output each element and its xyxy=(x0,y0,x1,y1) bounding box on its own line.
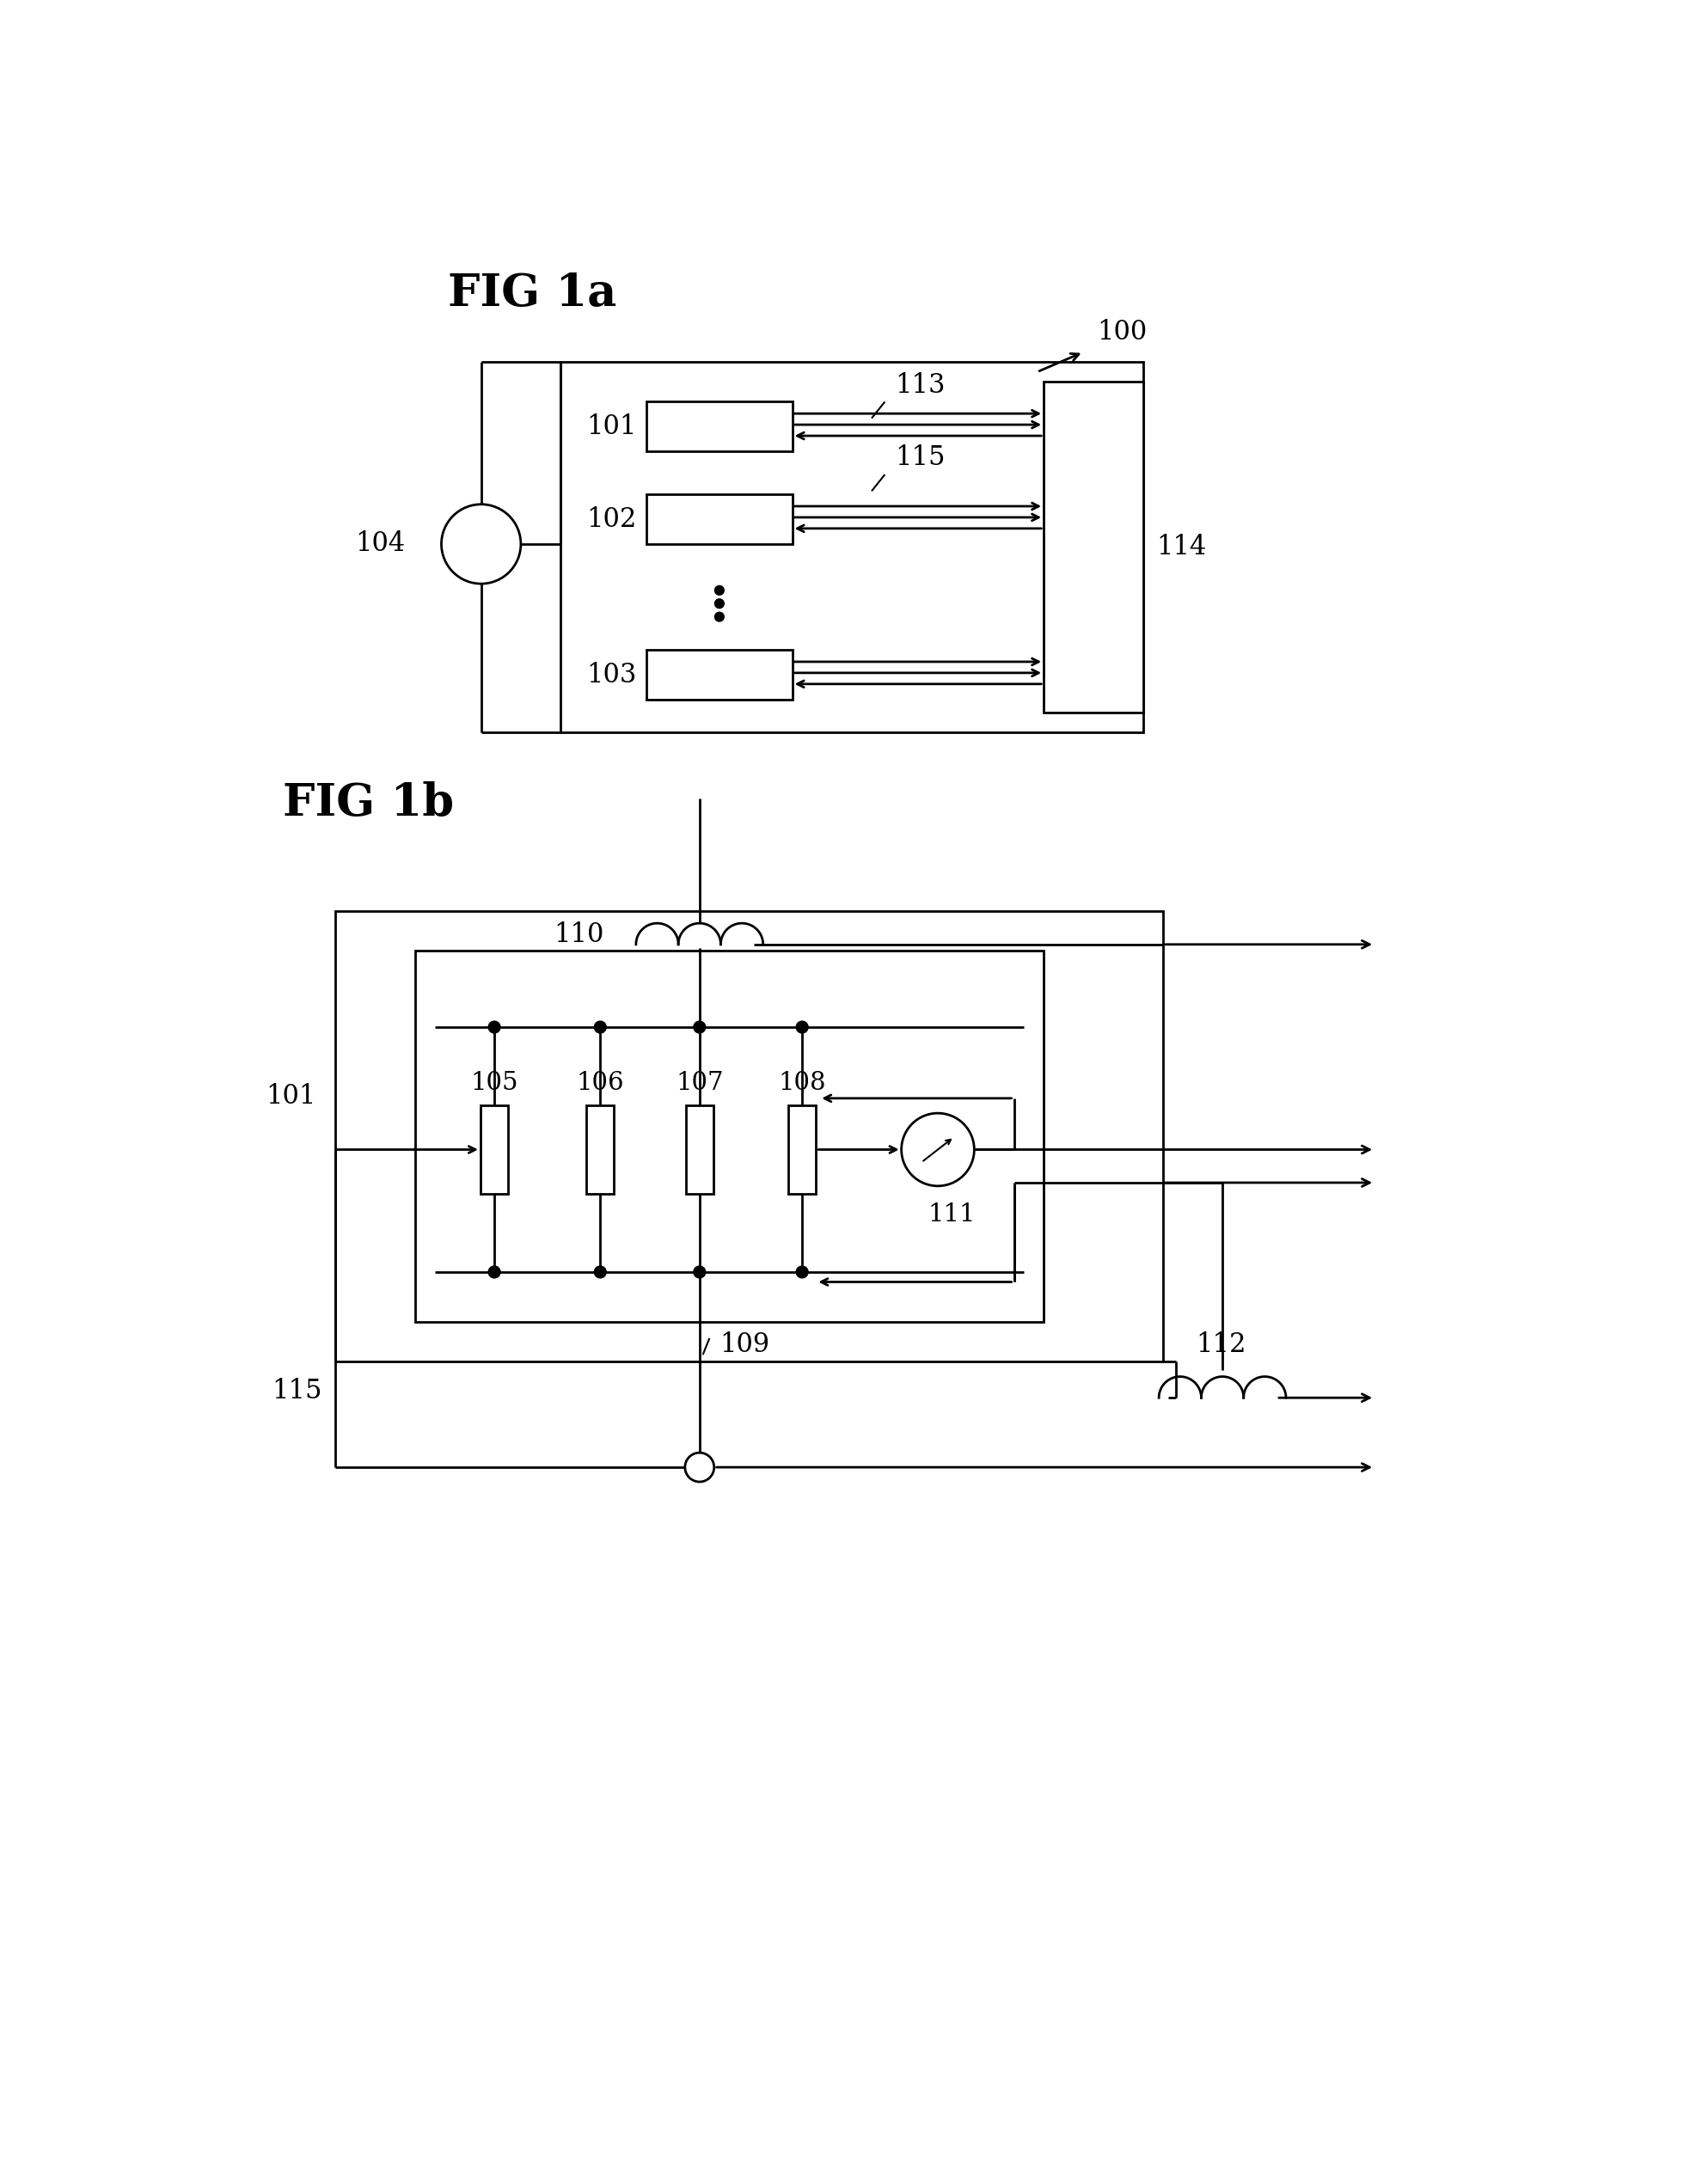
Text: 113: 113 xyxy=(894,371,945,397)
Circle shape xyxy=(594,1267,605,1278)
Text: 105: 105 xyxy=(470,1070,517,1094)
Bar xyxy=(646,402,792,452)
Circle shape xyxy=(594,1022,605,1033)
Text: 109: 109 xyxy=(719,1332,768,1358)
Circle shape xyxy=(901,1114,974,1186)
Circle shape xyxy=(488,1267,500,1278)
Text: 100: 100 xyxy=(1096,319,1146,345)
Bar xyxy=(416,950,1043,1321)
Text: 101: 101 xyxy=(265,1083,315,1109)
Text: 110: 110 xyxy=(553,922,604,948)
Text: 103: 103 xyxy=(587,662,636,688)
Circle shape xyxy=(441,505,521,583)
Circle shape xyxy=(488,1022,500,1033)
Text: 114: 114 xyxy=(1155,535,1206,561)
Circle shape xyxy=(694,1022,706,1033)
Bar xyxy=(646,494,792,544)
Text: 101: 101 xyxy=(587,413,636,441)
Text: FIG 1a: FIG 1a xyxy=(448,271,617,317)
Text: 115: 115 xyxy=(271,1378,322,1404)
Circle shape xyxy=(714,585,724,594)
Bar xyxy=(1043,382,1143,712)
Bar xyxy=(646,651,792,699)
Text: 111: 111 xyxy=(928,1203,975,1227)
Bar xyxy=(480,1105,509,1195)
Bar xyxy=(587,1105,614,1195)
Circle shape xyxy=(685,1452,714,1481)
Text: 102: 102 xyxy=(587,507,636,533)
Circle shape xyxy=(795,1022,807,1033)
Circle shape xyxy=(694,1267,706,1278)
Text: 106: 106 xyxy=(577,1070,624,1094)
Circle shape xyxy=(714,612,724,622)
Text: 107: 107 xyxy=(675,1070,722,1094)
Text: 104: 104 xyxy=(354,531,405,557)
Circle shape xyxy=(795,1267,807,1278)
Bar xyxy=(685,1105,712,1195)
Text: 112: 112 xyxy=(1196,1332,1245,1358)
Text: FIG 1b: FIG 1b xyxy=(283,782,453,826)
Bar xyxy=(336,911,1162,1361)
Text: 115: 115 xyxy=(894,446,945,472)
Text: 108: 108 xyxy=(778,1070,826,1094)
Bar xyxy=(560,363,1143,732)
Bar xyxy=(789,1105,816,1195)
Circle shape xyxy=(714,598,724,607)
